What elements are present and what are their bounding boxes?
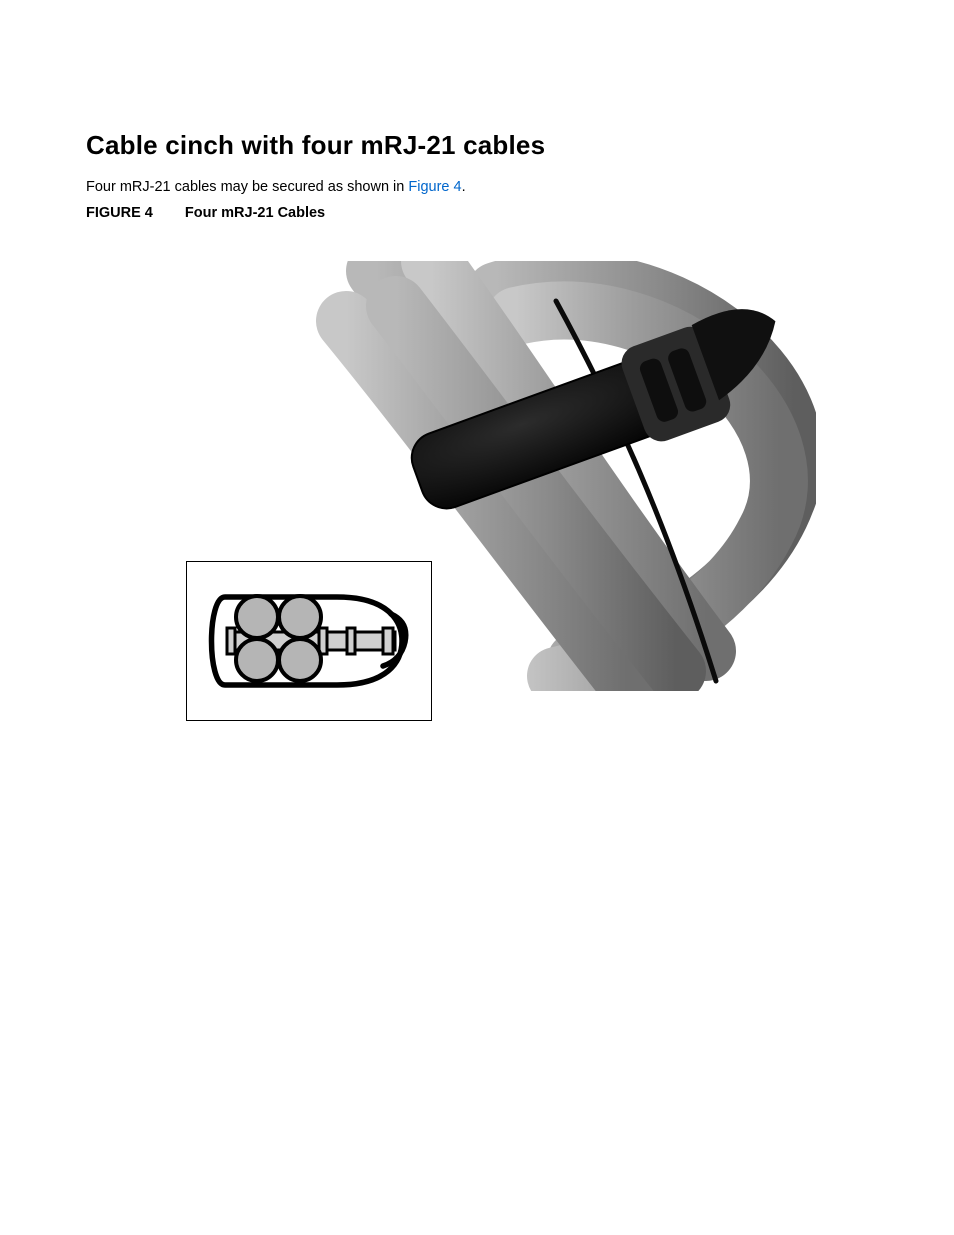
figure-label: FIGURE 4	[86, 205, 153, 221]
figure-reference-link[interactable]: Figure 4	[408, 179, 461, 195]
figure-area	[186, 261, 906, 761]
inset-diagram-box	[186, 561, 432, 721]
intro-suffix: .	[462, 179, 466, 195]
intro-paragraph: Four mRJ-21 cables may be secured as sho…	[86, 179, 868, 195]
inset-diagram	[187, 562, 431, 720]
document-page: Cable cinch with four mRJ-21 cables Four…	[0, 0, 954, 1235]
intro-prefix: Four mRJ-21 cables may be secured as sho…	[86, 179, 408, 195]
section-heading: Cable cinch with four mRJ-21 cables	[86, 130, 868, 161]
figure-caption: FIGURE 4 Four mRJ-21 Cables	[86, 205, 868, 221]
figure-title: Four mRJ-21 Cables	[185, 205, 325, 221]
